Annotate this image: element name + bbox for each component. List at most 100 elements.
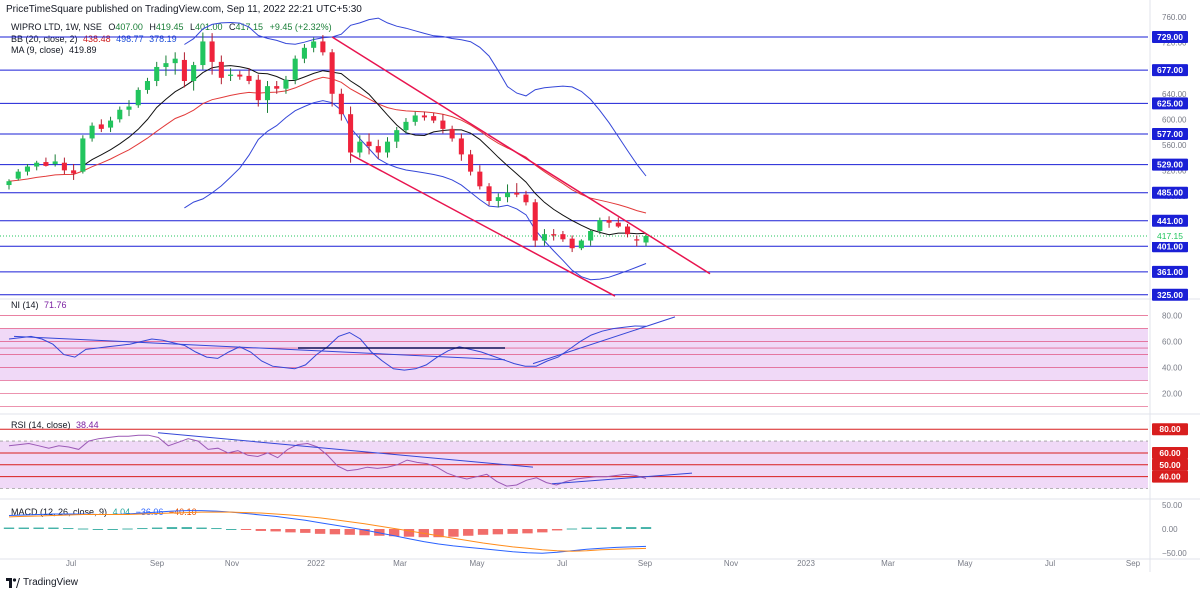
macd-histogram-bar bbox=[181, 527, 192, 529]
candle-body bbox=[274, 86, 280, 89]
level-price-label: 577.00 bbox=[1157, 129, 1183, 139]
candle-body bbox=[191, 65, 197, 82]
macd-line-value: −36.06 bbox=[135, 507, 164, 517]
candle-body bbox=[375, 146, 381, 153]
candle-body bbox=[504, 192, 511, 198]
rsi-level-tag bbox=[1152, 470, 1188, 483]
rsi-level-tag bbox=[1152, 423, 1188, 436]
macd-histogram-bar bbox=[522, 529, 533, 534]
level-price-label: 361.00 bbox=[1157, 267, 1183, 277]
candle-body bbox=[551, 234, 557, 236]
macd-histogram-bar bbox=[551, 529, 563, 531]
candle-body bbox=[449, 128, 455, 139]
price-axis-tick: 520.00 bbox=[1162, 166, 1187, 175]
macd-axis-tick: −50.00 bbox=[1162, 549, 1187, 558]
level-price-tag bbox=[1152, 64, 1188, 77]
macd-signal-line bbox=[8, 511, 647, 552]
candle-body bbox=[615, 222, 621, 227]
time-axis-label: Sep bbox=[1126, 559, 1141, 568]
candle-body bbox=[495, 197, 501, 201]
macd-axis-tick: 0.00 bbox=[1162, 525, 1178, 534]
macd-histogram-bar bbox=[596, 527, 607, 529]
candle-body bbox=[98, 124, 104, 129]
candle-body bbox=[468, 154, 474, 172]
rsi-level-label: 80.00 bbox=[1159, 424, 1181, 434]
price-axis-tick: 560.00 bbox=[1162, 141, 1187, 150]
candle-body bbox=[154, 66, 160, 82]
time-axis-label: 2022 bbox=[307, 559, 325, 568]
candle-body bbox=[172, 58, 178, 64]
candle-body bbox=[71, 170, 77, 174]
time-axis-label: Mar bbox=[393, 559, 407, 568]
candle-body bbox=[246, 75, 252, 82]
candle-body bbox=[431, 116, 437, 121]
level-price-label: 441.00 bbox=[1157, 216, 1183, 226]
candle-body bbox=[440, 120, 446, 129]
ma-label: MA (9, close) bbox=[11, 45, 64, 55]
ni-axis-tick: 40.00 bbox=[1162, 364, 1183, 373]
rsi-level-tag bbox=[1152, 446, 1188, 459]
level-price-label: 729.00 bbox=[1157, 32, 1183, 42]
candle-body bbox=[181, 59, 187, 82]
time-axis-label: Sep bbox=[638, 559, 653, 568]
candle-body bbox=[514, 192, 520, 195]
candle-body bbox=[357, 141, 363, 153]
candle-body bbox=[541, 234, 547, 241]
rsi-legend: RSI (14, close) 38.44 bbox=[11, 420, 99, 430]
candle-body bbox=[403, 121, 409, 131]
candle-body bbox=[24, 166, 31, 172]
candle-body bbox=[588, 230, 594, 241]
macd-histogram-bar bbox=[492, 529, 504, 535]
rsi-level-tag bbox=[1152, 458, 1188, 471]
bb-lower-line bbox=[184, 100, 647, 281]
macd-histogram-bar bbox=[48, 527, 59, 529]
tradingview-logo: TradingView bbox=[6, 577, 78, 588]
ni-axis-tick: 80.00 bbox=[1162, 312, 1183, 321]
candle-body bbox=[283, 79, 289, 89]
price-axis-tick: 760.00 bbox=[1162, 13, 1187, 22]
level-price-tag bbox=[1152, 214, 1188, 227]
bb-basis-value: 438.48 bbox=[83, 34, 111, 44]
macd-histogram-bar bbox=[640, 527, 652, 529]
candle-body bbox=[89, 125, 95, 139]
candle-body bbox=[135, 89, 141, 106]
macd-histogram-bar bbox=[477, 529, 489, 535]
candle-body bbox=[43, 162, 49, 166]
macd-histogram-bar bbox=[92, 529, 104, 530]
rsi-label: RSI (14, close) bbox=[11, 420, 71, 430]
level-price-label: 677.00 bbox=[1157, 65, 1183, 75]
candle-body bbox=[477, 171, 483, 187]
candle-body bbox=[606, 220, 612, 223]
macd-label: MACD (12, 26, close, 9) bbox=[11, 507, 108, 517]
candle-body bbox=[80, 138, 86, 172]
candle-body bbox=[237, 74, 243, 77]
macd-histogram-bar bbox=[388, 529, 400, 537]
macd-histogram-bar bbox=[3, 527, 15, 529]
macd-histogram-bar bbox=[566, 528, 578, 530]
candle-body bbox=[117, 109, 123, 120]
macd-histogram-bar bbox=[448, 529, 459, 537]
candle-body bbox=[228, 74, 234, 76]
candle-body bbox=[209, 41, 215, 62]
candle-body bbox=[218, 61, 224, 78]
time-axis-label: May bbox=[469, 559, 484, 568]
candle-body bbox=[126, 106, 132, 110]
ohlc-low: L401.00 bbox=[189, 22, 223, 32]
macd-legend: MACD (12, 26, close, 9) 4.04 −36.06 −40.… bbox=[11, 507, 197, 517]
macd-histogram-bar bbox=[329, 529, 341, 535]
level-price-tag bbox=[1152, 127, 1188, 140]
macd-histogram-bar bbox=[211, 528, 222, 530]
candle-body bbox=[597, 220, 603, 231]
candle-body bbox=[569, 238, 575, 249]
candle-body bbox=[643, 235, 649, 243]
candle-body bbox=[578, 240, 584, 249]
candle-body bbox=[301, 47, 307, 59]
macd-histogram-bar bbox=[433, 529, 444, 538]
macd-signal-value: −40.10 bbox=[168, 507, 197, 517]
level-price-tag bbox=[1152, 30, 1188, 43]
ni-value: 71.76 bbox=[44, 300, 67, 310]
rsi-level-label: 40.00 bbox=[1159, 472, 1181, 482]
candle-body bbox=[15, 171, 21, 179]
time-axis-label: Nov bbox=[225, 559, 239, 568]
